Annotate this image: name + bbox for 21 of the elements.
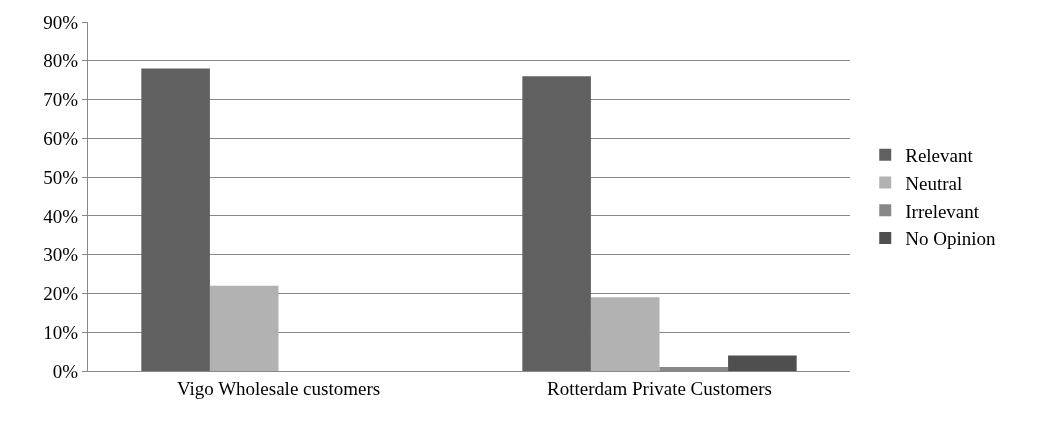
x-tick-label: Vigo Wholesale customers	[176, 377, 381, 399]
y-tick-label: 20%	[43, 283, 79, 305]
bar	[209, 285, 279, 371]
y-tick-label: 70%	[43, 89, 79, 111]
legend-label: Relevant	[905, 145, 974, 167]
y-tick-label: 10%	[43, 321, 79, 343]
y-tick-label: 40%	[43, 205, 79, 227]
legend-label: Irrelevant	[905, 200, 980, 222]
y-tick-label: 0%	[52, 360, 79, 382]
y-tick-label: 90%	[43, 11, 79, 33]
legend-label: No Opinion	[905, 228, 996, 250]
bar	[728, 355, 797, 371]
bar	[141, 68, 210, 371]
bar	[522, 76, 591, 371]
y-tick-label: 50%	[43, 166, 79, 188]
y-tick-label: 60%	[43, 127, 79, 149]
legend-label: Neutral	[905, 172, 963, 194]
bar	[590, 297, 660, 371]
y-tick-label: 30%	[43, 244, 79, 266]
x-tick-label: Rotterdam Private Customers	[547, 377, 772, 399]
y-tick-label: 80%	[43, 50, 79, 72]
